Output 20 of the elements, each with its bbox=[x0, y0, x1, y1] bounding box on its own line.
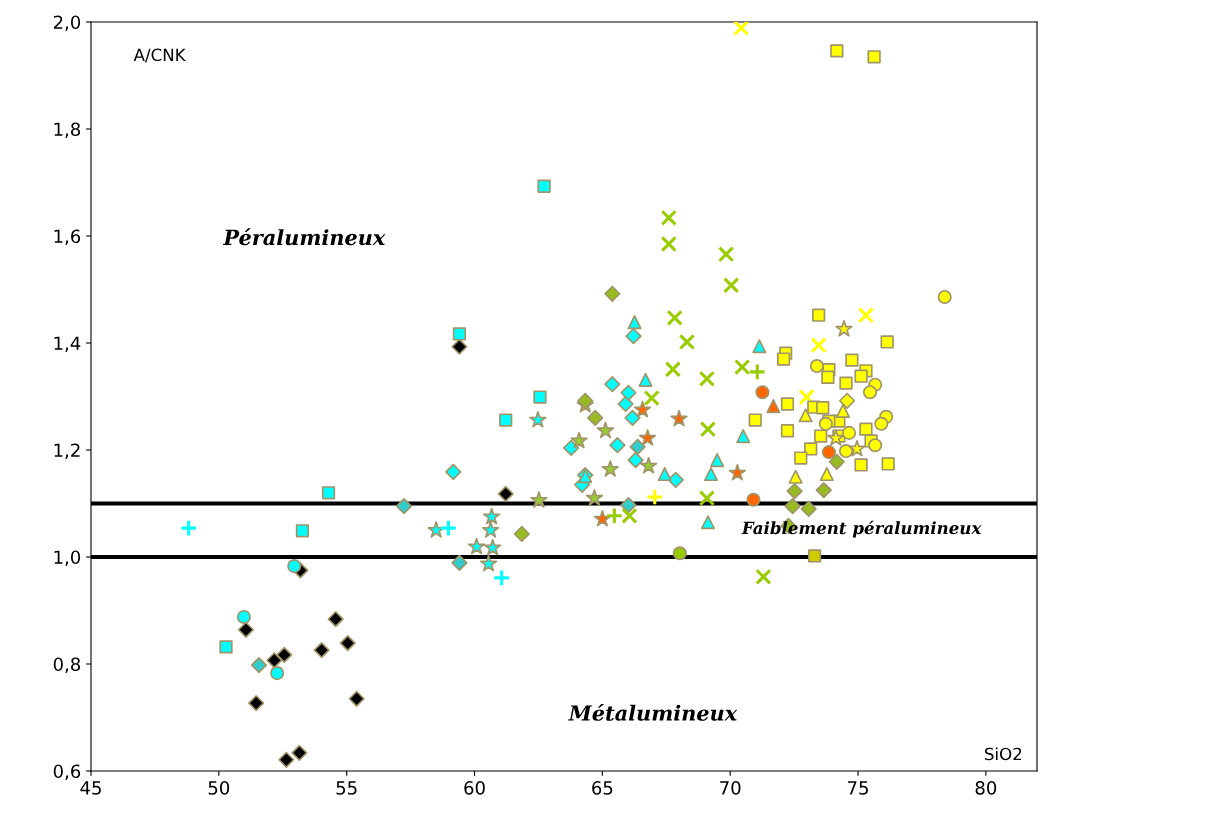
x-tick-label: 60 bbox=[464, 781, 485, 795]
y-tick-label: 0,8 bbox=[53, 657, 81, 673]
y-tick-label: 1,0 bbox=[54, 550, 81, 566]
y-tick-label: 1,8 bbox=[54, 122, 81, 138]
x-tick-label: 55 bbox=[336, 781, 357, 795]
x-tick-label: 45 bbox=[80, 781, 101, 795]
x-tick-label: 80 bbox=[975, 781, 997, 795]
y-axis-title: A/CNK bbox=[133, 48, 186, 63]
y-tick-label: 0,6 bbox=[53, 764, 81, 780]
y-tick-label: 1,4 bbox=[54, 336, 81, 352]
y-tick-label: 1,6 bbox=[54, 229, 81, 245]
y-tick-label: 2,0 bbox=[53, 15, 81, 31]
x-tick-label: 65 bbox=[592, 781, 613, 795]
x-tick-label: 75 bbox=[848, 781, 868, 795]
y-tick-label: 1,2 bbox=[54, 443, 80, 459]
annotation: Péralumineux bbox=[222, 228, 386, 246]
x-axis-title: SiO2 bbox=[984, 747, 1022, 761]
x-tick-label: 50 bbox=[208, 781, 230, 795]
x-tick-label: 70 bbox=[720, 781, 741, 795]
annotation: Métalumineux bbox=[568, 703, 738, 721]
